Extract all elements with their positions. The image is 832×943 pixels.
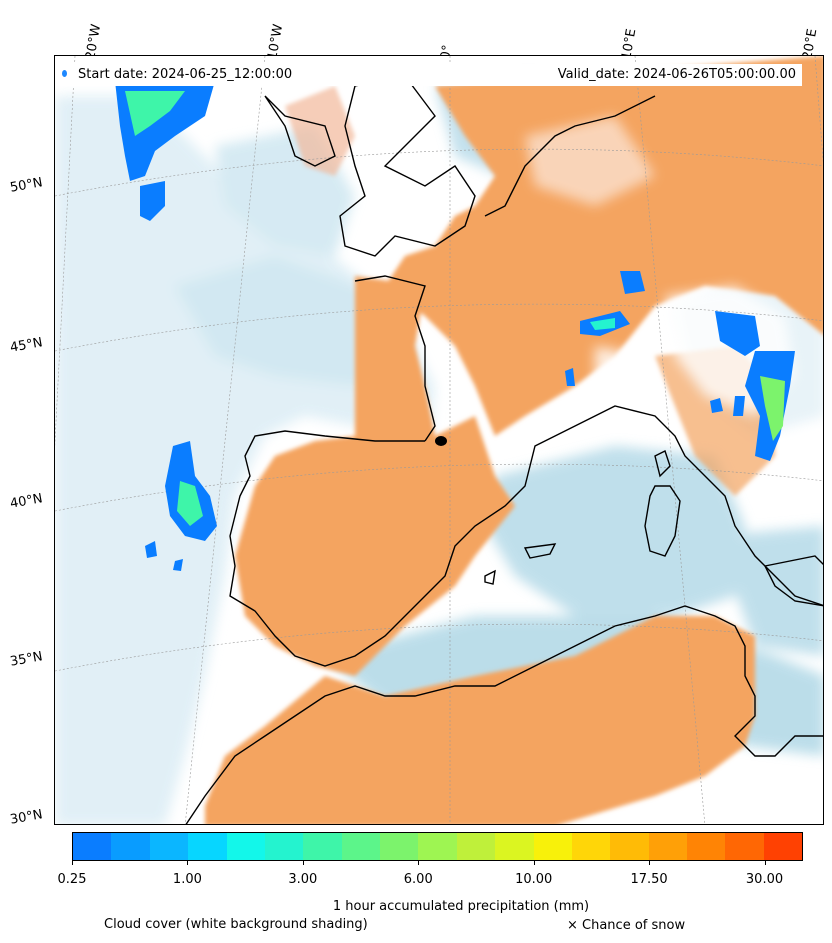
colorbar-tick-mark (649, 861, 651, 865)
snow-marker (435, 436, 447, 446)
colorbar-tick-mark (72, 861, 73, 865)
colorbar-tick-label: 6.00 (403, 872, 433, 887)
colorbar-segment (188, 833, 227, 860)
valid-date: Valid_date: 2024-06-26T05:00:00.00 (557, 67, 796, 82)
colorbar-tick-mark (187, 861, 189, 865)
precipitation (115, 81, 795, 571)
colorbar-segment (341, 833, 380, 860)
lat-label-45n: 45°N (8, 335, 44, 356)
colorbar-segment (380, 833, 419, 860)
graticule (55, 56, 823, 824)
colorbar-tick-label: 0.25 (57, 872, 87, 887)
colorbar-tick-mark (764, 861, 766, 865)
colorbar-tick-label: 30.00 (745, 872, 784, 887)
colorbar-tick-label: 3.00 (288, 872, 318, 887)
snow-note: × Chance of snow (567, 918, 686, 933)
colorbar-segment (610, 833, 649, 860)
colorbar-segment (149, 833, 189, 860)
colorbar-tick-mark (302, 861, 304, 865)
colorbar-segment (418, 833, 457, 860)
colorbar-tick-label: 10.00 (515, 872, 553, 887)
colorbar-segment (456, 833, 496, 860)
colorbar-tick-mark (533, 861, 535, 865)
colorbar-title: 1 hour accumulated precipitation (mm) (332, 899, 590, 914)
colorbar-segment (648, 833, 687, 860)
colorbar-segment (73, 833, 112, 860)
colorbar-tick-label: 1.00 (172, 872, 202, 887)
colorbar-segment (725, 833, 764, 860)
date-banner: Start date: 2024-06-25_12:00:00 Valid_da… (58, 64, 802, 86)
colorbar-segment (264, 833, 304, 860)
colorbar-tick-mark (418, 861, 420, 865)
weather-map[interactable] (54, 55, 824, 825)
precip-colorbar (72, 832, 803, 861)
colorbar-segment (226, 833, 265, 860)
coastlines (185, 75, 823, 824)
colorbar-segment (111, 833, 150, 860)
colorbar-tick-label: 17.50 (630, 872, 668, 887)
lat-label-40n: 40°N (8, 491, 44, 512)
start-date: Start date: 2024-06-25_12:00:00 (78, 67, 293, 82)
lat-label-30n: 30°N (8, 807, 44, 828)
colorbar-segment (495, 833, 534, 860)
colorbar-segment (571, 833, 611, 860)
colorbar-segment (303, 833, 342, 860)
map-canvas (55, 56, 823, 824)
precip-drop-icon (62, 70, 67, 77)
lat-label-50n: 50°N (8, 175, 44, 196)
cloud-cover-note: Cloud cover (white background shading) (104, 917, 368, 932)
colorbar-segment (533, 833, 572, 860)
colorbar-segment (763, 833, 803, 860)
colorbar-segment (687, 833, 726, 860)
lat-label-35n: 35°N (8, 649, 44, 670)
